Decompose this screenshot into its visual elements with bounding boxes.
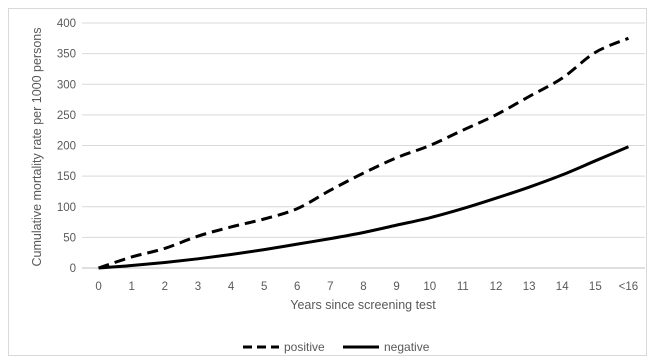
x-tick-label: 15 [589,281,602,293]
x-tick-label: 7 [327,281,333,293]
x-tick-label: 0 [95,281,101,293]
legend-label-negative: negative [384,340,430,354]
x-tick-label: 12 [490,281,503,293]
x-tick-label: 8 [360,281,366,293]
x-tick-label: 4 [228,281,235,293]
legend-label-positive: positive [284,340,325,354]
x-tick-label: <16 [619,281,639,293]
x-tick-label: 14 [556,281,569,293]
y-tick-label: 250 [57,110,76,122]
y-tick-label: 100 [57,202,76,214]
legend: positive negative [243,340,430,354]
x-tick-label: 5 [261,281,267,293]
y-tick-label: 0 [70,263,76,275]
x-tick-label: 2 [162,281,168,293]
x-tick-label: 10 [423,281,436,293]
y-tick-label: 300 [57,79,76,91]
series-line-positive [98,36,630,270]
x-tick-label: 1 [128,281,134,293]
series-line-negative [98,145,630,270]
y-tick-label: 400 [57,18,76,30]
y-axis-title: Cumulative mortality rate per 1000 perso… [30,27,44,266]
series-lines [98,36,630,270]
x-tick-label: 6 [294,281,300,293]
x-axis-title: Years since screening test [290,298,436,312]
x-tick-label: 9 [393,281,399,293]
y-tick-label: 150 [57,171,76,183]
x-tick-label: 11 [457,281,469,293]
x-tick-label: 13 [523,281,536,293]
y-tick-label: 200 [57,141,76,153]
y-tick-label: 350 [57,49,76,61]
x-tick-label: 3 [195,281,201,293]
gridlines [82,22,645,238]
y-tick-label: 50 [63,232,76,244]
